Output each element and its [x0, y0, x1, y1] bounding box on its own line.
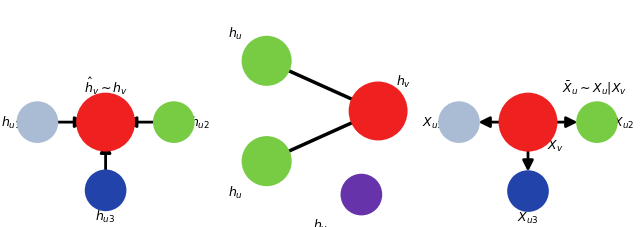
- Point: [100, 189, 111, 192]
- Text: $h_{u1}$: $h_{u1}$: [1, 115, 22, 131]
- Text: $h_u$: $h_u$: [228, 184, 244, 200]
- Point: [523, 189, 533, 193]
- Point: [169, 121, 179, 124]
- Text: $h_{u2}$: $h_{u2}$: [190, 115, 210, 131]
- Text: $h_v$: $h_v$: [396, 73, 411, 89]
- Text: $\bar{X}_u\sim X_u|X_v$: $\bar{X}_u\sim X_u|X_v$: [563, 79, 627, 96]
- Point: [523, 121, 533, 124]
- Point: [262, 60, 272, 63]
- Text: $X_{u2}$: $X_{u2}$: [612, 115, 634, 130]
- Text: $\hat{h}_v\sim h_v$: $\hat{h}_v\sim h_v$: [84, 76, 127, 97]
- Text: $h_u$: $h_u$: [228, 26, 244, 42]
- Point: [356, 193, 367, 197]
- Point: [373, 110, 383, 113]
- Text: $h_{v_n}$: $h_{v_n}$: [313, 217, 332, 227]
- Point: [100, 121, 111, 124]
- Text: $h_{u3}$: $h_{u3}$: [95, 208, 116, 225]
- Text: $X_v$: $X_v$: [547, 138, 563, 153]
- Point: [262, 160, 272, 163]
- Text: $X_{u1}$: $X_{u1}$: [422, 115, 444, 130]
- Point: [454, 121, 464, 124]
- Point: [32, 121, 42, 124]
- Text: $X_{u3}$: $X_{u3}$: [517, 210, 539, 225]
- Point: [592, 121, 602, 124]
